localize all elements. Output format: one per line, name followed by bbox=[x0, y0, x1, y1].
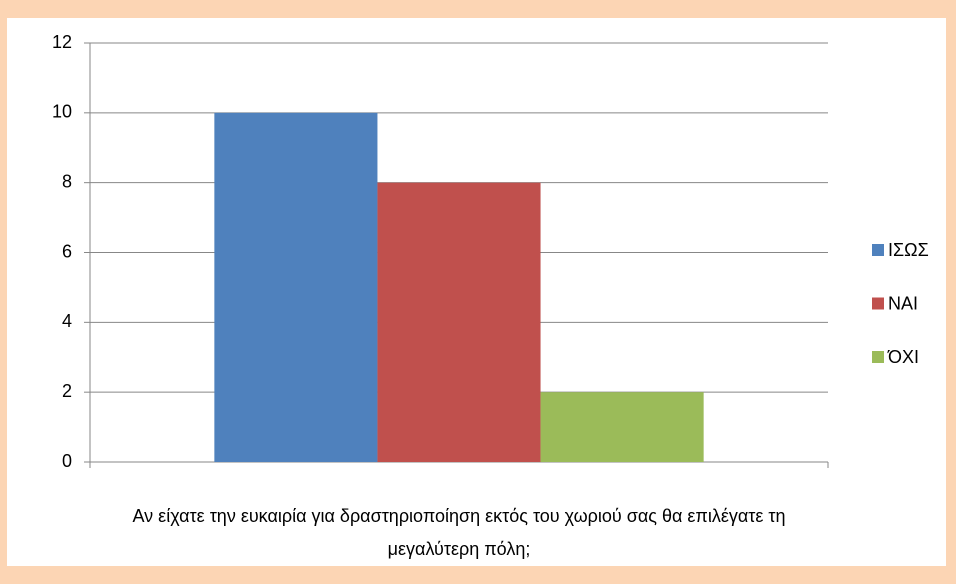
y-tick-label: 8 bbox=[62, 171, 72, 191]
y-tick-label: 2 bbox=[62, 381, 72, 401]
legend-swatch bbox=[872, 244, 884, 256]
y-tick-label: 4 bbox=[62, 311, 72, 331]
bar bbox=[540, 392, 704, 462]
legend-label: ΙΣΩΣ bbox=[888, 240, 929, 260]
y-tick-label: 0 bbox=[62, 451, 72, 471]
x-category-label: Αν είχατε την ευκαιρία για δραστηριοποίη… bbox=[132, 506, 786, 559]
legend-label: ΝΑΙ bbox=[888, 293, 918, 313]
y-tick-label: 6 bbox=[62, 241, 72, 261]
bar bbox=[377, 182, 541, 462]
legend-swatch bbox=[872, 351, 884, 363]
bar bbox=[214, 112, 378, 462]
legend-label: ΌΧΙ bbox=[887, 347, 919, 367]
y-tick-label: 10 bbox=[52, 102, 72, 122]
y-tick-label: 12 bbox=[52, 32, 72, 52]
legend-swatch bbox=[872, 297, 884, 310]
